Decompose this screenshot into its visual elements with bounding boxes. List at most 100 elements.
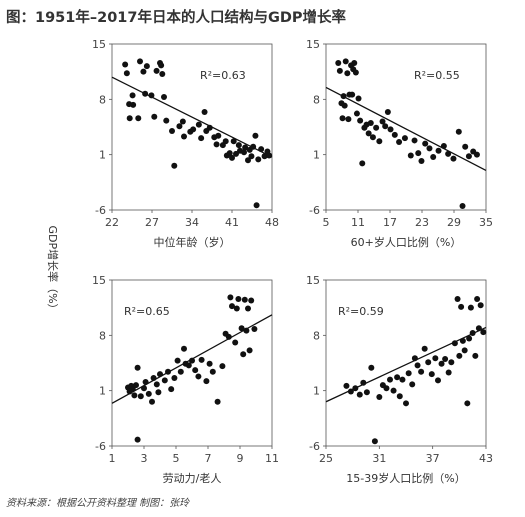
y-tick-label: -6 <box>309 204 320 217</box>
data-point <box>442 356 449 363</box>
data-point <box>409 381 416 388</box>
data-point <box>206 124 213 131</box>
data-point <box>464 400 471 407</box>
x-tick-label: 27 <box>145 216 159 229</box>
data-point <box>430 154 437 161</box>
data-point <box>179 118 186 125</box>
data-point <box>421 345 428 352</box>
data-point <box>367 120 374 127</box>
chart-panel-age-15-39: -6 1 8 15 25 31 37 43 15-39岁人口比例（%） R²=0.59 <box>306 274 493 485</box>
data-point <box>376 138 383 145</box>
data-point <box>250 143 257 150</box>
data-point <box>133 382 139 389</box>
data-point <box>258 146 265 153</box>
x-tick-label: 9 <box>237 452 244 465</box>
data-point <box>158 62 165 69</box>
data-point <box>233 305 240 312</box>
x-tick-label: 37 <box>426 452 440 465</box>
data-point <box>480 329 487 336</box>
x-tick-label: 1 <box>109 452 116 465</box>
x-axis-title: 中位年龄（岁） <box>154 235 231 249</box>
data-point <box>226 150 233 157</box>
y-tick-label: -6 <box>309 440 320 453</box>
data-point <box>122 61 129 68</box>
data-point <box>411 137 418 144</box>
data-point <box>461 347 468 354</box>
data-point <box>445 369 452 376</box>
data-point <box>181 345 187 352</box>
data-point <box>123 70 130 77</box>
y-tick-label: 1 <box>99 149 106 162</box>
data-point <box>229 303 235 310</box>
data-point <box>414 362 421 369</box>
x-tick-label: 48 <box>265 216 279 229</box>
data-point <box>394 374 401 381</box>
data-point <box>396 393 403 400</box>
data-point <box>181 133 187 140</box>
r-squared-annotation: R²=0.59 <box>338 305 384 318</box>
x-tick-label: 31 <box>372 452 386 465</box>
data-point <box>349 91 356 98</box>
data-point <box>472 352 479 359</box>
data-point <box>360 379 367 386</box>
data-point <box>462 143 469 150</box>
data-point <box>455 128 462 135</box>
y-tick-label: -6 <box>95 440 106 453</box>
data-point <box>371 438 378 445</box>
data-point <box>163 117 170 124</box>
data-point <box>357 117 364 124</box>
data-point <box>473 151 480 158</box>
y-tick-label: 8 <box>313 329 320 342</box>
data-point <box>159 71 166 78</box>
data-point <box>233 150 239 157</box>
source-note: 资料来源：根据公开资料整理 制图：张玲 <box>6 498 190 509</box>
data-point <box>341 102 348 109</box>
data-point <box>351 59 358 66</box>
data-point <box>379 118 386 125</box>
data-point <box>451 340 458 347</box>
data-point <box>198 356 205 363</box>
data-point <box>126 115 133 122</box>
data-point <box>195 121 202 128</box>
data-point <box>203 378 210 385</box>
x-tick-label: 23 <box>415 216 429 229</box>
data-point <box>474 295 481 302</box>
data-point <box>345 116 352 123</box>
x-tick-label: 17 <box>383 216 397 229</box>
data-point <box>141 385 147 392</box>
y-tick-label: 8 <box>99 329 106 342</box>
x-tick-label: 5 <box>323 216 330 229</box>
data-point <box>240 351 247 358</box>
data-point <box>467 304 474 311</box>
data-point <box>131 392 138 399</box>
data-point <box>174 357 181 364</box>
data-point <box>359 160 366 167</box>
data-point <box>355 95 362 102</box>
data-point <box>241 296 248 303</box>
chart-panel-median-age: -6 1 8 15 22 27 34 41 48 中位年龄（岁） R²=0.63 <box>92 38 279 249</box>
x-tick-label: 3 <box>141 452 148 465</box>
data-point <box>151 113 158 120</box>
data-point <box>145 390 152 397</box>
data-point <box>149 398 155 405</box>
data-point <box>448 359 455 366</box>
data-point <box>347 388 354 395</box>
data-point <box>190 126 197 133</box>
data-point <box>440 142 447 149</box>
data-point <box>153 67 160 74</box>
data-point <box>253 202 260 209</box>
data-point <box>245 305 251 312</box>
data-point <box>150 375 157 382</box>
plot-frame <box>325 279 487 447</box>
data-point <box>373 124 380 131</box>
data-point <box>241 149 247 156</box>
data-point <box>168 386 175 393</box>
data-point <box>165 368 171 375</box>
data-point <box>235 142 242 149</box>
data-point <box>219 363 226 370</box>
trend-line <box>325 86 487 172</box>
x-tick-label: 35 <box>479 216 493 229</box>
data-point <box>340 93 347 100</box>
data-point <box>266 152 273 159</box>
